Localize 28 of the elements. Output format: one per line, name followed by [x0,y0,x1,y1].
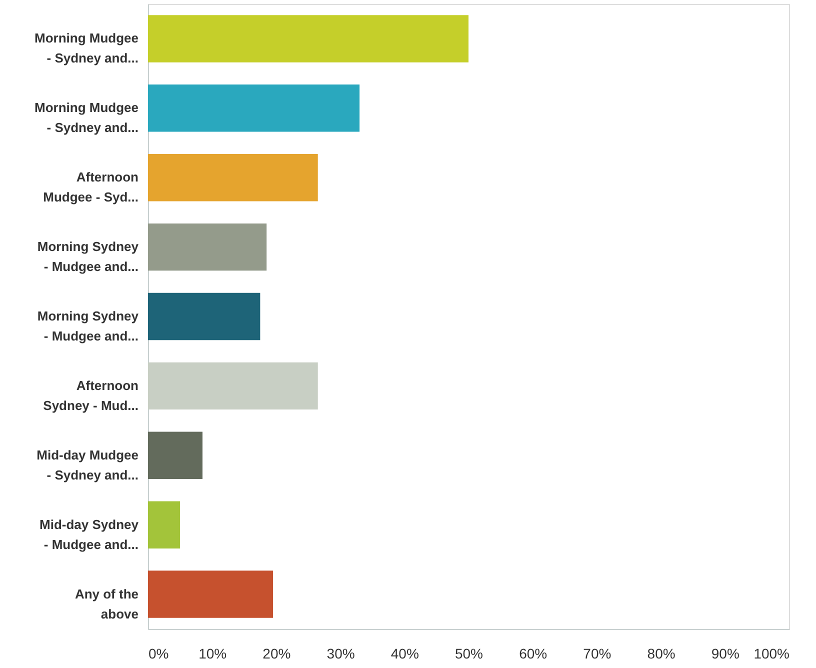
bar [148,292,260,340]
x-tick-label: 90% [711,646,740,662]
bar [148,570,273,618]
y-tick-label: Morning Sydney - Mudgee and... [37,308,140,344]
y-tick-label: Afternoon Sydney - Mud... [43,378,139,413]
x-tick-label: 70% [583,646,612,662]
x-tick-label: 20% [262,646,291,662]
bar [148,154,318,202]
x-tick-label: 0% [148,646,169,662]
x-tick-label: 30% [326,646,355,662]
bar [148,501,180,548]
y-tick-label: Morning Mudgee - Sydney and... [34,30,138,66]
y-tick-label: Morning Mudgee - Sydney and... [34,100,138,136]
y-tick-label: Any of the above [74,586,138,622]
y-tick-label: Mid-day Sydney - Mudgee and... [40,516,140,552]
y-tick-label: Morning Sydney - Mudgee and... [37,239,140,274]
y-tick-label: Mid-day Mudgee - Sydney and... [36,447,138,482]
x-tick-label: 60% [519,646,548,662]
x-tick-label: 40% [390,646,419,662]
bar [148,223,267,271]
y-tick-label: Afternoon Mudgee - Syd... [43,170,139,205]
x-tick-label: 50% [454,646,484,662]
x-tick-label: 10% [198,646,227,662]
bar [148,15,468,62]
x-tick-label: 100% [754,646,790,662]
x-tick-label: 80% [647,646,676,662]
bar [148,432,202,479]
bar [148,84,360,132]
